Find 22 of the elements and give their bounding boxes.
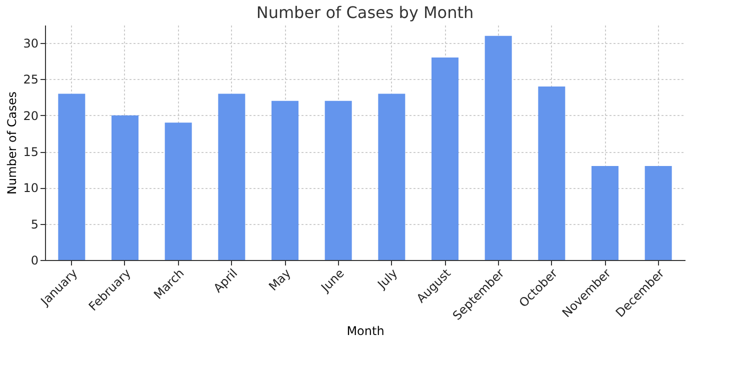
bar xyxy=(324,100,352,260)
y-tick-label: 15 xyxy=(23,145,38,160)
bar xyxy=(164,122,192,260)
bar xyxy=(538,86,566,260)
y-tick-label: 20 xyxy=(23,108,38,123)
bar xyxy=(484,36,512,260)
x-axis-title: Month xyxy=(346,324,384,338)
bar xyxy=(592,166,618,260)
bar xyxy=(218,94,246,260)
bar xyxy=(432,58,458,260)
y-tick-label: 0 xyxy=(30,254,38,268)
bar xyxy=(58,94,86,260)
bar xyxy=(272,100,298,260)
y-axis-title: Number of Cases xyxy=(5,91,20,195)
y-tick-label: 10 xyxy=(23,181,38,196)
y-tick-label: 30 xyxy=(23,36,38,51)
chart-title: Number of Cases by Month xyxy=(256,3,474,22)
bar xyxy=(112,115,138,260)
y-tick-label: 25 xyxy=(23,72,38,87)
bar xyxy=(378,94,406,260)
y-tick-label: 5 xyxy=(30,217,38,232)
bar xyxy=(644,166,672,260)
